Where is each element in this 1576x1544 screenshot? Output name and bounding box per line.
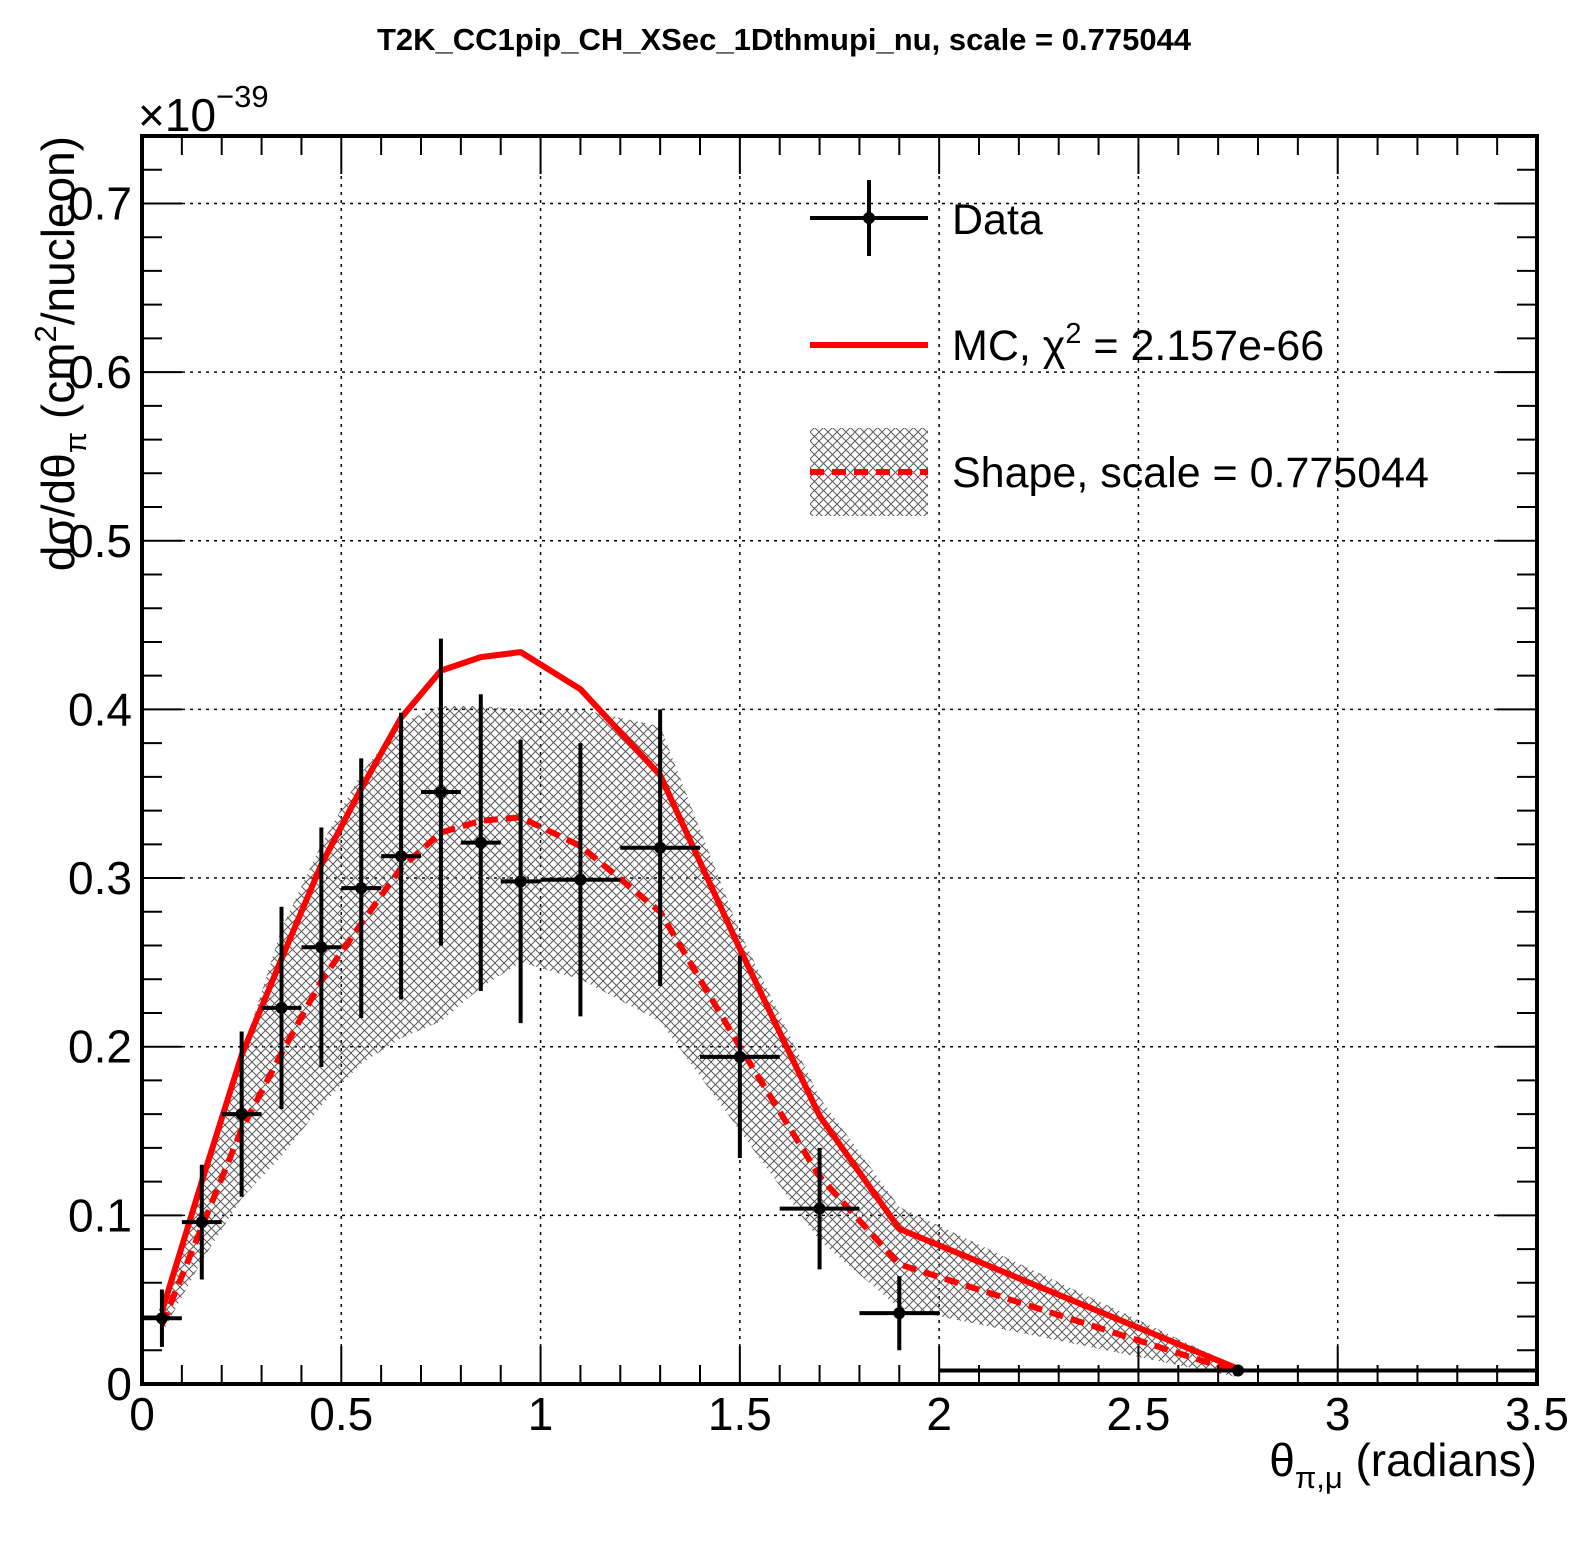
data-point bbox=[779, 1147, 860, 1270]
y-axis-title-sup: 2 bbox=[28, 325, 63, 342]
mc-line bbox=[159, 649, 1240, 1372]
y-tick-label: 0 bbox=[106, 1358, 132, 1410]
shape-band-layer bbox=[161, 706, 1239, 1378]
y-axis-title: dσ/dθπ (cm2/nucleon) bbox=[28, 136, 93, 571]
data-point bbox=[341, 758, 382, 1019]
data-point bbox=[700, 955, 780, 1159]
x-tick-label: 1 bbox=[528, 1388, 554, 1440]
legend-mc-post: = 2.157e-66 bbox=[1081, 322, 1324, 370]
x-tick-label: 1.5 bbox=[708, 1388, 772, 1440]
y-axis-multiplier: ×10−39 bbox=[138, 79, 269, 141]
data-point bbox=[301, 827, 342, 1067]
data-marker bbox=[155, 1312, 168, 1325]
lines-layer bbox=[159, 649, 1240, 1376]
data-point bbox=[620, 709, 700, 986]
data-point bbox=[460, 694, 501, 992]
chart-title: T2K_CC1pip_CH_XSec_1Dthmupi_nu, scale = … bbox=[377, 22, 1192, 57]
data-point bbox=[939, 1364, 1537, 1377]
y-axis-title-post: /nucleon) bbox=[32, 136, 84, 325]
data-marker bbox=[813, 1202, 826, 1215]
x-axis-title-main: θ bbox=[1269, 1434, 1295, 1486]
data-marker bbox=[195, 1216, 208, 1229]
x-tick-label: 2 bbox=[926, 1388, 952, 1440]
x-tick-label: 3.5 bbox=[1505, 1388, 1569, 1440]
legend-label-mc: MC, χ2 = 2.157e-66 bbox=[952, 318, 1324, 370]
data-marker bbox=[514, 875, 527, 888]
x-tick-label: 0 bbox=[129, 1388, 155, 1440]
legend: Data MC, χ2 = 2.157e-66 Shape, scale = 0… bbox=[810, 180, 1429, 516]
y-axis-title-mid: (cm bbox=[32, 342, 84, 431]
tick-label-layer: 0 0.5 1 1.5 2 2.5 3 3.5 0 0.1 0.2 0.3 0.4 0.5 0.6 0.7 bbox=[68, 177, 1569, 1440]
x-tick-label: 0.5 bbox=[309, 1388, 373, 1440]
data-point bbox=[421, 638, 461, 946]
legend-entry-data: Data bbox=[810, 180, 1043, 256]
data-point bbox=[221, 1031, 262, 1197]
data-marker bbox=[395, 850, 408, 863]
data-marker bbox=[275, 1001, 288, 1014]
data-point bbox=[859, 1276, 940, 1351]
x-tick-label: 3 bbox=[1325, 1388, 1351, 1440]
data-point bbox=[142, 1289, 182, 1347]
data-point bbox=[500, 739, 541, 1024]
data-marker bbox=[355, 882, 368, 895]
x-axis-title-sub: π,μ bbox=[1295, 1460, 1343, 1495]
x-axis-title: θπ,μ (radians) bbox=[1269, 1434, 1537, 1495]
data-points-layer bbox=[142, 638, 1537, 1377]
y-axis-title-pre: dσ/dθ bbox=[32, 453, 84, 571]
grid-layer bbox=[142, 136, 1537, 1384]
plot-frame bbox=[140, 134, 1539, 1386]
legend-mc-sup: 2 bbox=[1065, 318, 1081, 350]
shape-dashed-line bbox=[159, 814, 1239, 1376]
y-axis-title-sub: π bbox=[58, 432, 93, 453]
legend-mc-pre: MC, χ bbox=[952, 322, 1066, 370]
legend-label-data: Data bbox=[952, 196, 1043, 244]
y-multiplier-exponent: −39 bbox=[216, 79, 269, 114]
x-axis-title-rest: (radians) bbox=[1343, 1434, 1537, 1486]
y-tick-label: 0.2 bbox=[68, 1021, 132, 1073]
data-point bbox=[181, 1164, 222, 1280]
data-point bbox=[261, 906, 302, 1110]
y-tick-label: 0.7 bbox=[68, 177, 132, 229]
data-marker bbox=[235, 1108, 248, 1121]
data-marker bbox=[574, 873, 587, 886]
legend-label-shape: Shape, scale = 0.775044 bbox=[952, 449, 1429, 497]
data-marker bbox=[434, 786, 447, 799]
axes-layer bbox=[140, 134, 1539, 1386]
y-tick-label: 0.6 bbox=[68, 346, 132, 398]
data-marker bbox=[654, 841, 667, 854]
y-tick-label: 0.3 bbox=[68, 852, 132, 904]
data-marker bbox=[893, 1307, 906, 1320]
x-tick-label: 2.5 bbox=[1106, 1388, 1170, 1440]
data-marker bbox=[733, 1050, 746, 1063]
data-point bbox=[381, 712, 421, 1000]
y-tick-label: 0.5 bbox=[68, 515, 132, 567]
data-marker bbox=[474, 836, 487, 849]
data-point bbox=[540, 743, 621, 1017]
y-tick-label: 0.4 bbox=[68, 683, 132, 735]
y-tick-label: 0.1 bbox=[68, 1189, 132, 1241]
legend-data-marker-dot bbox=[863, 212, 875, 224]
data-marker bbox=[1232, 1364, 1245, 1377]
legend-entry-mc: MC, χ2 = 2.157e-66 bbox=[810, 318, 1324, 370]
y-multiplier-base: ×10 bbox=[138, 89, 216, 141]
legend-entry-shape: Shape, scale = 0.775044 bbox=[810, 428, 1429, 516]
data-marker bbox=[315, 941, 328, 954]
shape-uncertainty-band bbox=[161, 706, 1239, 1378]
